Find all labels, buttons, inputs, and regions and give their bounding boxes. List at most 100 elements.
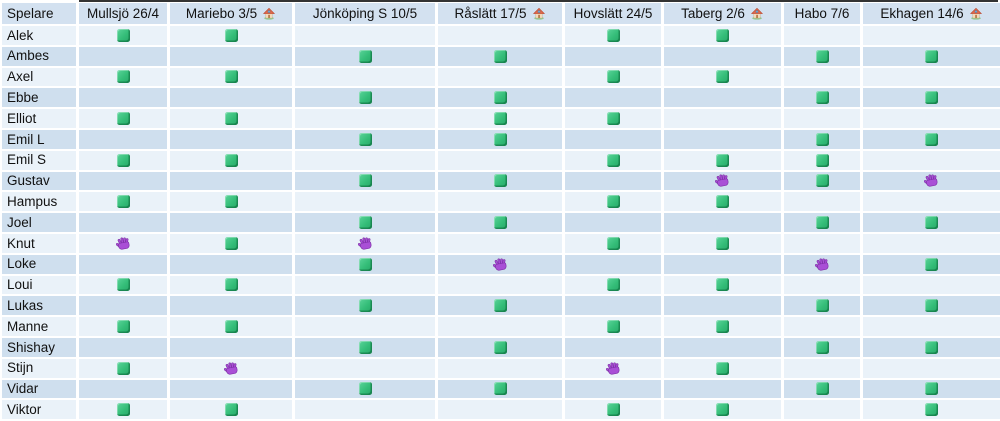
match-cell bbox=[79, 88, 167, 108]
player-name: Gustav bbox=[7, 173, 50, 189]
match-cell bbox=[438, 275, 562, 295]
green-square-icon bbox=[716, 278, 729, 292]
match-cell bbox=[438, 88, 562, 108]
match-cell bbox=[664, 150, 781, 170]
green-square-icon bbox=[224, 195, 238, 209]
match-cell bbox=[664, 67, 781, 87]
green-square-icon bbox=[925, 382, 938, 396]
green-square-icon bbox=[606, 236, 620, 250]
match-cell bbox=[784, 26, 860, 45]
green-square-icon bbox=[493, 112, 507, 126]
match-cell bbox=[664, 317, 781, 336]
player-name: Knut bbox=[7, 235, 35, 251]
green-square-icon bbox=[493, 299, 507, 313]
match-cell bbox=[565, 171, 661, 191]
player-name-cell: Emil S bbox=[2, 150, 76, 170]
green-square-icon bbox=[116, 153, 130, 167]
match-cell bbox=[295, 150, 435, 170]
column-header-label: Mariebo 3/5 bbox=[185, 5, 258, 21]
match-cell bbox=[565, 46, 661, 66]
green-square-icon bbox=[116, 320, 130, 334]
column-header-match: Ekhagen 14/6 bbox=[863, 3, 1000, 24]
gloves-icon bbox=[714, 173, 731, 189]
match-cell bbox=[79, 67, 167, 87]
player-name-cell: Ambes bbox=[2, 46, 76, 66]
match-cell bbox=[863, 233, 1000, 253]
match-cell bbox=[79, 337, 167, 357]
player-name: Emil S bbox=[7, 152, 47, 168]
green-square-icon bbox=[358, 299, 372, 313]
match-cell bbox=[863, 379, 1000, 399]
match-cell bbox=[664, 88, 781, 108]
player-name: Hampus bbox=[7, 194, 58, 210]
match-cell bbox=[170, 150, 292, 170]
match-cell bbox=[565, 296, 661, 316]
player-name: Elliot bbox=[7, 110, 37, 126]
match-cell bbox=[863, 26, 1000, 45]
match-cell bbox=[784, 171, 860, 191]
match-cell bbox=[295, 129, 435, 149]
green-square-icon bbox=[606, 153, 620, 167]
player-name: Lukas bbox=[7, 298, 44, 313]
green-square-icon bbox=[358, 49, 372, 63]
match-cell bbox=[438, 317, 562, 336]
house-icon bbox=[532, 7, 546, 20]
match-cell bbox=[295, 317, 435, 336]
column-header-label: Spelare bbox=[7, 5, 54, 21]
green-square-icon bbox=[493, 340, 507, 354]
green-square-icon bbox=[716, 403, 729, 417]
match-cell bbox=[565, 400, 661, 420]
column-header-label: Taberg 2/6 bbox=[681, 5, 745, 21]
green-square-icon bbox=[224, 70, 238, 84]
match-cell bbox=[170, 171, 292, 191]
match-cell bbox=[295, 254, 435, 274]
match-cell bbox=[863, 150, 1000, 170]
match-cell bbox=[565, 275, 661, 295]
green-square-icon bbox=[224, 112, 238, 126]
house-icon bbox=[262, 7, 276, 20]
match-cell bbox=[170, 129, 292, 149]
match-cell bbox=[438, 46, 562, 66]
match-cell bbox=[565, 88, 661, 108]
green-square-icon bbox=[716, 70, 729, 84]
match-cell bbox=[79, 129, 167, 149]
green-square-icon bbox=[716, 153, 729, 167]
green-square-icon bbox=[815, 340, 829, 354]
house-icon bbox=[969, 7, 983, 20]
green-square-icon bbox=[716, 28, 729, 42]
player-name-cell: Alek bbox=[2, 26, 76, 45]
gloves-icon bbox=[814, 256, 830, 272]
match-cell bbox=[565, 192, 661, 212]
green-square-icon bbox=[493, 132, 507, 146]
match-cell bbox=[170, 254, 292, 274]
player-name-cell: Stijn bbox=[2, 358, 76, 378]
match-cell bbox=[863, 317, 1000, 336]
column-header-label: Habo 7/6 bbox=[794, 5, 850, 21]
player-name-cell: Axel bbox=[2, 67, 76, 87]
match-cell bbox=[784, 379, 860, 399]
green-square-icon bbox=[925, 257, 938, 271]
match-cell bbox=[784, 358, 860, 378]
match-cell bbox=[295, 213, 435, 232]
green-square-icon bbox=[358, 382, 372, 396]
match-cell bbox=[438, 171, 562, 191]
match-cell bbox=[664, 379, 781, 399]
match-cell bbox=[170, 233, 292, 253]
player-name-cell: Lukas bbox=[2, 296, 76, 316]
match-cell bbox=[438, 358, 562, 378]
green-square-icon bbox=[224, 153, 238, 167]
green-square-icon bbox=[493, 382, 507, 396]
match-cell bbox=[79, 317, 167, 336]
match-cell bbox=[664, 358, 781, 378]
column-header-match: Råslätt 17/5 bbox=[438, 3, 562, 24]
match-cell bbox=[664, 171, 781, 191]
player-name: Axel bbox=[7, 69, 34, 85]
player-name-cell: Emil L bbox=[2, 129, 76, 149]
match-cell bbox=[784, 109, 860, 128]
green-square-icon bbox=[815, 174, 829, 188]
column-header-label: Ekhagen 14/6 bbox=[880, 5, 964, 21]
player-name-cell: Shishay bbox=[2, 337, 76, 357]
match-cell bbox=[784, 317, 860, 336]
column-header-match: Taberg 2/6 bbox=[664, 3, 781, 24]
green-square-icon bbox=[493, 49, 507, 63]
